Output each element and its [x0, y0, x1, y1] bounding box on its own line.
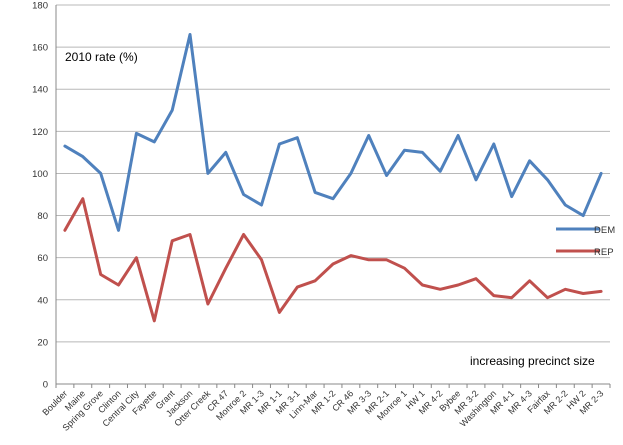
y-tick-labels: 0 20 40 60 80 100 120 140 160 180 — [32, 1, 48, 391]
y-tick-label: 80 — [37, 211, 48, 222]
rate-annotation: 2010 rate (%) — [65, 50, 138, 64]
series-line-rep — [63, 197, 603, 323]
y-tick-label: 120 — [32, 127, 48, 138]
y-tick-label: 0 — [43, 380, 48, 391]
precinct-size-annotation: increasing precinct size — [470, 354, 595, 368]
y-tick-label: 60 — [37, 253, 48, 264]
y-tick-label: 180 — [32, 1, 48, 12]
series-line-dem — [63, 33, 603, 232]
y-tick-label: 140 — [32, 85, 48, 96]
gridlines — [56, 4, 610, 343]
y-tick-label: 160 — [32, 43, 48, 54]
axes — [55, 5, 611, 388]
legend-label-rep: REP — [594, 247, 614, 258]
y-tick-label: 40 — [37, 295, 48, 306]
legend-label-dem: DEM — [594, 225, 615, 236]
y-tick-label: 20 — [37, 337, 48, 348]
legend: DEM REP — [556, 225, 615, 258]
y-tick-label: 100 — [32, 169, 48, 180]
series-lines — [63, 33, 603, 323]
